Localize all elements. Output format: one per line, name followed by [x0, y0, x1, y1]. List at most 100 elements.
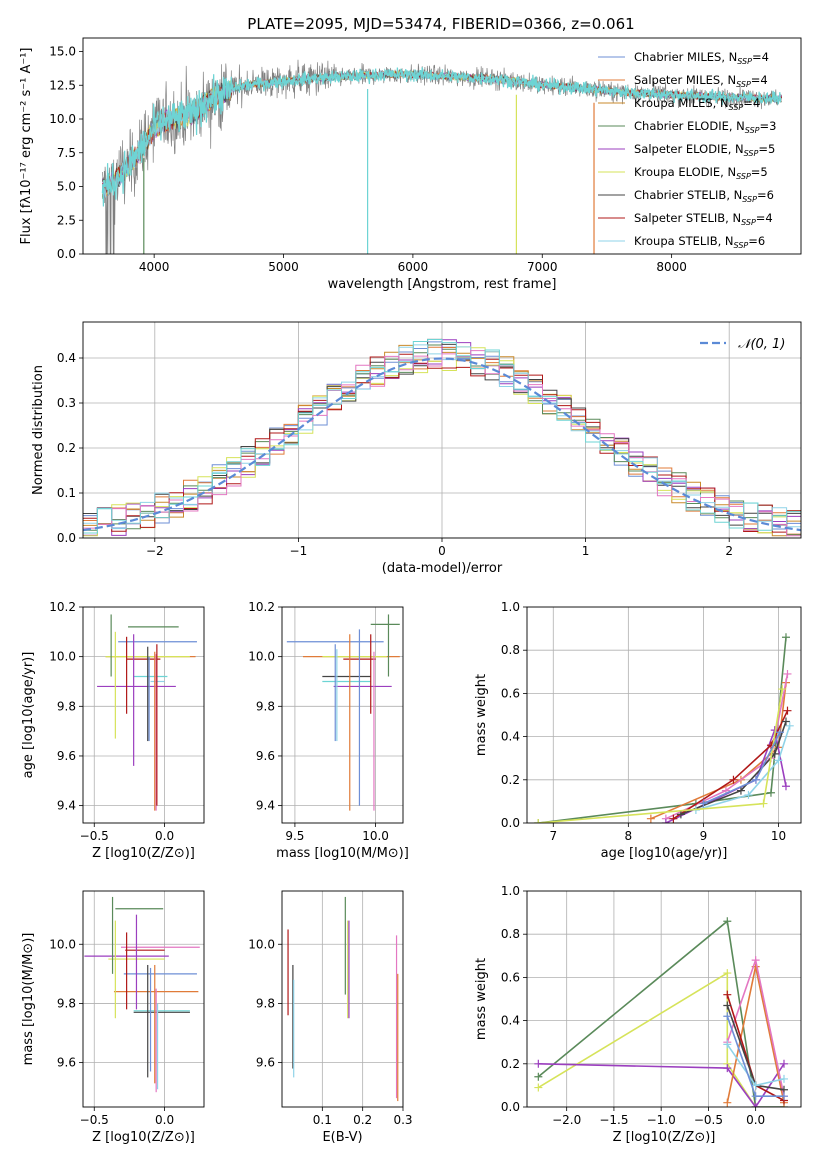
weight-marker	[534, 1072, 543, 1081]
histogram-salpeter_stelib	[83, 353, 801, 533]
y-tick-label: 0.2	[501, 773, 520, 787]
plot-area	[282, 607, 403, 823]
legend-entry: Chabrier STELIB, NSSP=6	[634, 188, 774, 204]
y-tick-label: 9.8	[57, 996, 76, 1010]
panel-spectrum: 4000 5000 6000 7000 8000 0.0 2.5 5.0 7.5 10.0 12.5…	[19, 37, 802, 292]
x-tick-label: −1.0	[647, 1113, 676, 1127]
x-tick-label: 6000	[398, 260, 429, 274]
y-tick-label: 10.0	[248, 937, 275, 951]
plot-layer: 4000 5000 6000 7000 80000.02.55.07.510.012.5…	[19, 37, 802, 1145]
weight-marker	[699, 799, 708, 808]
y-tick-label: 7.5	[57, 146, 76, 160]
y-tick-label: 10.0	[49, 650, 76, 664]
weight-marker	[534, 819, 543, 823]
x-tick-label: 8000	[656, 260, 687, 274]
weight-series-salpeter_stelib	[672, 710, 789, 820]
y-axis-label: mass [log10(M/M⊙)]	[21, 933, 36, 1066]
plot-area	[282, 891, 403, 1107]
y-tick-label: 0.0	[57, 247, 76, 261]
weight-marker	[783, 669, 792, 678]
y-tick-label: 0.2	[57, 441, 76, 455]
weight-marker	[751, 1103, 760, 1107]
weight-marker	[661, 819, 670, 823]
y-tick-label: 1.0	[501, 884, 520, 898]
axes-frame	[82, 606, 205, 824]
plot-area	[83, 891, 204, 1107]
legend-entry: Salpeter ELODIE, NSSP=5	[634, 142, 775, 158]
x-tick-label: 0.0	[746, 1113, 765, 1127]
plot-area	[527, 607, 801, 823]
weight-marker	[736, 786, 745, 795]
y-tick-label: 9.8	[57, 699, 76, 713]
y-axis-label: age [log10(age/yr)]	[21, 652, 36, 779]
axes-frame	[82, 37, 802, 255]
weight-series-chabrier_stelib	[680, 721, 787, 816]
weight-series-kroupa_stelib	[695, 725, 791, 811]
histogram-cyan	[83, 339, 801, 534]
plot-area	[83, 322, 801, 538]
x-tick-label: 8	[625, 829, 633, 843]
x-tick-label: 0.3	[393, 1113, 412, 1127]
x-axis-label: Z [log10(Z/Z⊙)]	[92, 1130, 195, 1145]
x-tick-label: 4000	[139, 260, 170, 274]
panel-residuals: −2 −1 0 1 2 0.0 0.1 0.2 0.3 0.4 (data-model)/error…	[31, 321, 802, 576]
legend-entry: Kroupa STELIB, NSSP=6	[634, 234, 765, 250]
weight-marker	[779, 1059, 788, 1068]
model-spectrum-chabrier_elodie	[102, 70, 782, 199]
y-tick-label: 9.6	[256, 749, 275, 763]
axes-frame	[82, 890, 205, 1108]
x-axis-label: age [log10(age/yr)]	[601, 846, 728, 861]
legend-entry: Kroupa ELODIE, NSSP=5	[634, 165, 768, 181]
axes-frame	[526, 606, 802, 824]
y-tick-label: 9.4	[57, 799, 76, 813]
axes-frame	[281, 606, 404, 824]
y-tick-label: 0.4	[501, 730, 520, 744]
x-axis-label: (data-model)/error	[382, 561, 503, 576]
weight-series-salpeter_miles	[650, 682, 787, 820]
x-axis-label: E(B-V)	[322, 1130, 362, 1145]
x-axis-label: mass [log10(M/M⊙)]	[276, 846, 409, 861]
y-tick-label: 10.2	[49, 600, 76, 614]
weight-series-chabrier_elodie	[537, 919, 784, 1107]
y-axis-label: Normed distribution	[31, 365, 46, 495]
x-tick-label: −1	[290, 544, 308, 558]
y-tick-label: 0.0	[501, 1100, 520, 1114]
x-tick-label: 10.0	[362, 829, 389, 843]
y-tick-label: 10.0	[49, 937, 76, 951]
weight-marker	[723, 990, 732, 999]
y-tick-label: 10.0	[49, 112, 76, 126]
y-tick-label: 0.3	[57, 396, 76, 410]
y-tick-label: 9.4	[256, 799, 275, 813]
weight-marker	[779, 1092, 788, 1101]
y-axis-label: Flux [fλ10⁻¹⁷ erg cm⁻² s⁻¹ A⁻¹]	[19, 48, 34, 245]
y-tick-label: 0.0	[501, 816, 520, 830]
weight-marker	[723, 1064, 732, 1073]
normal-curve	[83, 357, 801, 532]
y-tick-label: 12.5	[49, 78, 76, 92]
x-tick-label: −2	[146, 544, 164, 558]
weight-marker	[723, 1001, 732, 1010]
weight-marker	[781, 633, 790, 642]
y-axis-label: mass weight	[474, 958, 489, 1040]
weight-marker	[723, 969, 732, 978]
panel-mass_vs_Z: −0.5 0.0 9.6 9.8 10.0 Z [log10(Z/Z⊙)] mass [lo…	[21, 890, 205, 1145]
weight-series-kroupa_elodie	[538, 688, 783, 823]
y-tick-label: 10.2	[248, 600, 275, 614]
x-axis-label: wavelength [Angstrom, rest frame]	[328, 277, 557, 292]
panel-mass_vs_ebv: 0.1 0.2 0.3 9.6 9.8 10.0 E(B-V)	[248, 890, 413, 1145]
x-tick-label: 1	[582, 544, 590, 558]
x-tick-label: −2.0	[552, 1113, 581, 1127]
figure-title: PLATE=2095, MJD=53474, FIBERID=0366, z=0…	[247, 15, 634, 33]
y-tick-label: 9.6	[256, 1056, 275, 1070]
y-tick-label: 0.6	[501, 970, 520, 984]
weight-marker	[751, 1092, 760, 1101]
spectrum-legend: Chabrier MILES, NSSP=4 Salpeter MILES, NS…	[598, 50, 776, 250]
weight-marker	[669, 814, 678, 823]
weight-marker	[744, 790, 753, 799]
y-tick-label: 0.1	[57, 486, 76, 500]
y-tick-label: 0.2	[501, 1057, 520, 1071]
panel-massweight_vs_age: 7 8 9 10 0.0 0.2 0.4 0.6 0.8 1.0 age [log10(age/yr…	[474, 600, 802, 861]
x-axis-label: Z [log10(Z/Z⊙)]	[613, 1130, 716, 1145]
x-tick-label: 10	[771, 829, 786, 843]
x-tick-label: −0.5	[80, 829, 109, 843]
